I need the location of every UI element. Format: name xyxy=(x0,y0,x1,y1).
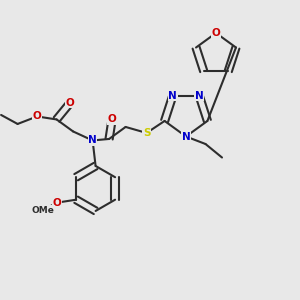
Text: N: N xyxy=(88,136,97,146)
Text: N: N xyxy=(182,131,190,142)
Text: O: O xyxy=(66,98,74,108)
Text: O: O xyxy=(52,198,61,208)
Text: N: N xyxy=(168,91,177,101)
Text: S: S xyxy=(143,128,150,138)
Text: O: O xyxy=(33,112,41,122)
Text: OMe: OMe xyxy=(32,206,55,215)
Text: O: O xyxy=(212,28,220,38)
Text: N: N xyxy=(195,91,204,101)
Text: O: O xyxy=(108,115,116,124)
